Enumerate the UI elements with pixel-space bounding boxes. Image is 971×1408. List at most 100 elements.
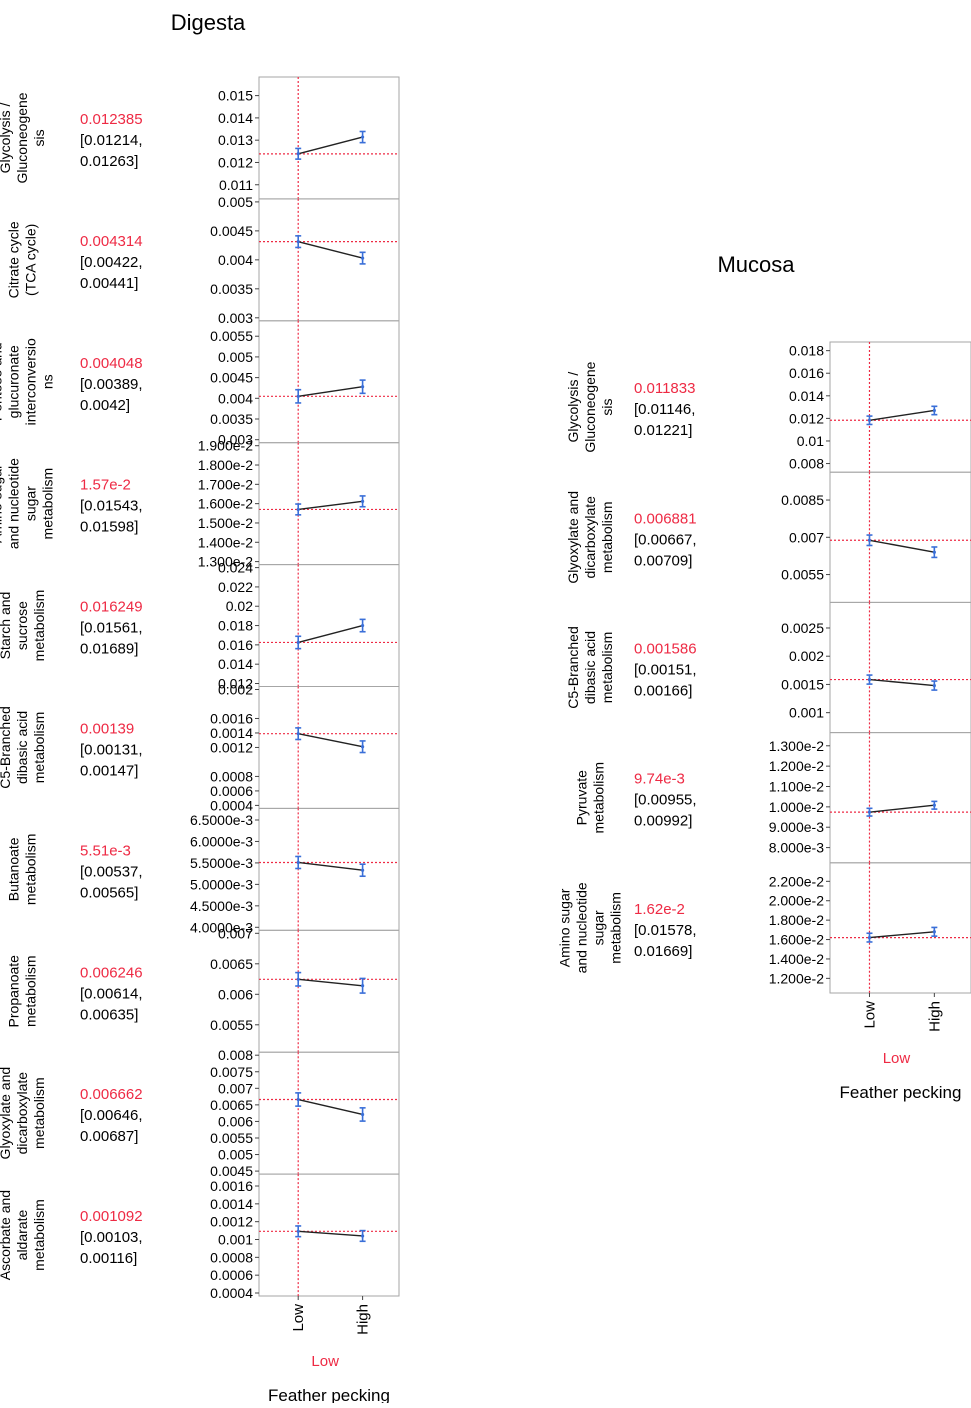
data-point — [296, 640, 300, 645]
data-point — [867, 810, 872, 814]
response-label-line: metabolism — [607, 892, 623, 964]
y-tick-label: 8.000e-3 — [769, 840, 824, 856]
data-point — [867, 538, 872, 542]
response-label: Citrate cycle(TCA cycle) — [5, 221, 38, 298]
response-label-line: C5-Branched — [0, 706, 13, 789]
response-label-line: ns — [39, 374, 55, 389]
y-tick-label: 0.008 — [218, 1047, 253, 1063]
y-tick-label: 0.007 — [218, 1080, 253, 1096]
data-point — [361, 385, 365, 389]
y-tick-label: 2.000e-2 — [769, 893, 824, 909]
confidence-interval-low: [0.00103, — [80, 1229, 143, 1246]
response-label-line: metabolism — [39, 468, 55, 540]
y-tick-label: 0.015 — [218, 88, 253, 104]
current-value: 0.001092 — [80, 1208, 143, 1225]
y-tick-label: 0.018 — [218, 618, 253, 634]
data-point — [867, 418, 872, 422]
confidence-interval-low: [0.01561, — [80, 620, 143, 637]
confidence-interval-high: 0.01689] — [80, 641, 138, 658]
current-value: 1.57e-2 — [80, 477, 131, 494]
y-tick-label: 0.002 — [218, 682, 253, 698]
y-tick-label: 0.013 — [218, 132, 253, 148]
y-tick-label: 0.0025 — [781, 620, 824, 636]
response-label-line: metabolism — [31, 590, 47, 662]
profiler-panel: 0.015 0.014 0.013 0.012 0.011 Glycolysis /Glu… — [0, 76, 400, 200]
response-label-line: metabolism — [31, 1077, 47, 1149]
panel-frame — [258, 76, 400, 200]
confidence-interval-low: [0.00389, — [80, 376, 143, 393]
profile-line — [298, 861, 363, 871]
response-label-line: Amino sugar — [556, 888, 572, 967]
profiler-panel: 0.007 0.0065 0.006 0.0055 Propanoatemetaboli… — [5, 925, 400, 1053]
y-tick-label: 0.006 — [218, 1113, 253, 1129]
response-label: Propanoatemetabolism — [5, 955, 38, 1028]
panel-frame — [829, 341, 971, 473]
response-label-line: sis — [31, 129, 47, 146]
y-tick-label: 0.001 — [218, 1232, 253, 1248]
y-tick-label: 0.0016 — [210, 1178, 253, 1194]
profiler-panel: 0.005 0.0045 0.004 0.0035 0.003 Citrate cycle… — [5, 194, 400, 326]
profile-line — [869, 409, 935, 421]
data-point — [932, 550, 936, 554]
panel-frame — [258, 686, 400, 809]
response-label-line: Pentose and — [0, 342, 4, 421]
y-tick-label: 1.100e-2 — [769, 779, 824, 795]
mucosa-title: Mucosa — [717, 252, 795, 277]
response-label-line: Glycolysis / — [0, 102, 13, 173]
y-tick-label: 0.0012 — [210, 739, 253, 755]
current-level-label: Low — [311, 1353, 339, 1370]
response-label-line: metabolism — [599, 632, 615, 704]
confidence-interval-low: [0.00646, — [80, 1107, 143, 1124]
current-value: 0.006246 — [80, 964, 143, 981]
y-tick-label: 0.0045 — [210, 1163, 253, 1179]
data-point — [361, 135, 365, 139]
response-label-line: aldarate — [14, 1210, 30, 1261]
y-tick-label: 1.900e-2 — [198, 438, 253, 454]
panel-frame — [258, 807, 400, 931]
confidence-interval-low: [0.00131, — [80, 741, 143, 758]
panel-frame — [829, 862, 971, 994]
y-tick-label: 2.200e-2 — [769, 873, 824, 889]
data-point — [296, 1097, 300, 1102]
y-tick-label: 1.400e-2 — [198, 534, 253, 550]
profiler-panel: 0.0085 0.007 0.0055 Glyoxylate anddicarboxy… — [565, 471, 971, 603]
response-label-line: glucuronate — [5, 345, 21, 418]
y-tick-label: 0.0035 — [210, 411, 253, 427]
confidence-interval-high: 0.00635] — [80, 1006, 138, 1023]
response-label: Glycolysis /Gluconeogenesis — [0, 92, 47, 183]
confidence-interval-high: 0.00441] — [80, 275, 138, 292]
y-tick-label: 0.0055 — [210, 1017, 253, 1033]
response-label-line: metabolism — [31, 712, 47, 784]
profile-line — [298, 624, 363, 644]
data-point — [296, 1229, 300, 1233]
y-tick-label: 1.200e-2 — [769, 970, 824, 986]
data-point — [932, 930, 936, 934]
y-tick-label: 0.005 — [218, 349, 253, 365]
x-tick-label-low: Low — [290, 1304, 307, 1332]
data-point — [296, 152, 300, 156]
y-tick-label: 1.400e-2 — [769, 951, 824, 967]
response-label-line: dicarboxylate — [582, 496, 598, 579]
y-tick-label: 5.0000e-3 — [190, 876, 253, 892]
data-point — [932, 803, 936, 807]
response-label-line: dibasic acid — [14, 711, 30, 784]
y-tick-label: 0.004 — [218, 390, 253, 406]
response-label: C5-Brancheddibasic acidmetabolism — [0, 706, 47, 789]
response-label: Butanoatemetabolism — [5, 834, 38, 906]
response-label-line: Starch and — [0, 592, 13, 660]
current-value: 0.004048 — [80, 355, 143, 372]
y-tick-label: 0.008 — [789, 456, 824, 472]
data-point — [296, 860, 300, 865]
profiler-panel: 0.0025 0.002 0.0015 0.001 C5-Brancheddibasic… — [565, 601, 971, 734]
response-label-line: dibasic acid — [582, 631, 598, 704]
profile-line — [298, 1230, 363, 1237]
data-point — [867, 936, 872, 940]
panel-frame — [258, 442, 400, 566]
y-tick-label: 0.0055 — [210, 328, 253, 344]
y-tick-label: 0.006 — [218, 986, 253, 1002]
y-tick-label: 4.5000e-3 — [190, 898, 253, 914]
y-tick-label: 0.003 — [218, 432, 253, 448]
confidence-interval-high: 0.01669] — [634, 943, 692, 960]
